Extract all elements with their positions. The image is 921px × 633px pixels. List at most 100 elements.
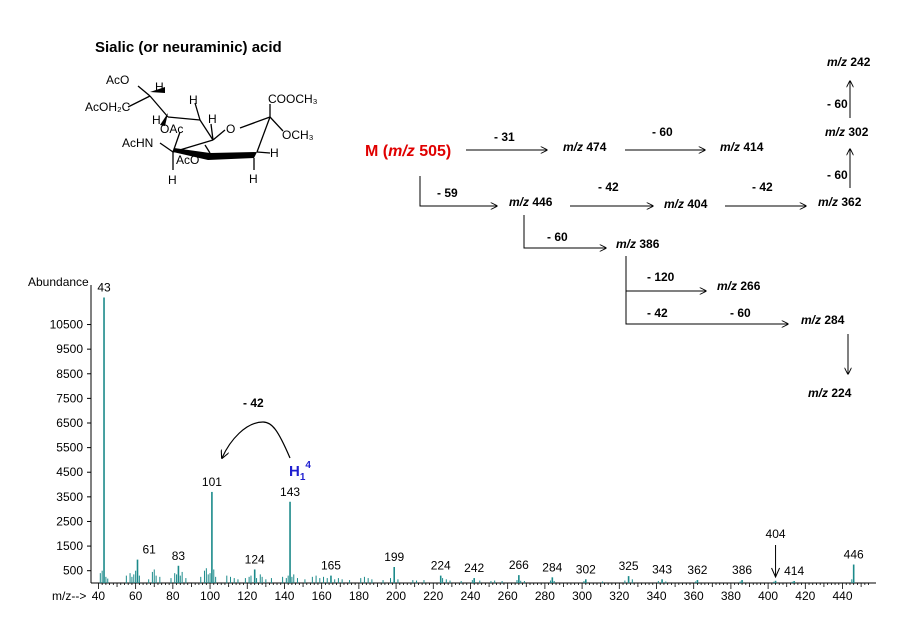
fragment-ion: m/z 266 — [717, 279, 761, 293]
h-bond — [194, 102, 201, 121]
structure-label: OAc — [160, 122, 183, 136]
y-tick-label: 1500 — [56, 539, 83, 553]
y-tick-label: 3500 — [56, 490, 83, 504]
peak-label: 83 — [172, 549, 186, 563]
bar-series — [99, 297, 855, 583]
fragment-ion: m/z 386 — [616, 237, 660, 251]
h-bond — [256, 151, 271, 154]
peak-label: 386 — [732, 563, 752, 577]
side-chain-bond — [137, 85, 151, 97]
fragment-ion: m/z 224 — [808, 386, 852, 400]
peak-label: 224 — [431, 559, 451, 573]
side-chain-bond — [167, 116, 201, 121]
y-axis-label: Abundance — [28, 275, 89, 289]
neutral-loss: - 60 — [730, 306, 751, 320]
y-tick-label: 5500 — [56, 441, 83, 455]
x-tick-label: 80 — [166, 589, 180, 603]
fragment-ion: m/z 474 — [563, 140, 607, 154]
tick-labels: 500 1500 2500 3500 4500 5500 6500 7500 8500 9500 1… — [50, 318, 869, 603]
x-tick-label: 360 — [684, 589, 704, 603]
peak-404-marker — [771, 545, 781, 579]
fragment-ion: m/z 284 — [801, 313, 845, 327]
neutral-loss: - 42 — [647, 306, 668, 320]
structure-label: H — [249, 172, 258, 186]
peak-label: 325 — [619, 559, 639, 573]
loss-annotation: - 42 H14 — [222, 396, 311, 483]
neutral-loss: - 31 — [494, 130, 515, 144]
nh-bond — [159, 142, 174, 153]
y-tick-label: 6500 — [56, 416, 83, 430]
x-tick-label: 40 — [92, 589, 106, 603]
x-tick-label: 320 — [609, 589, 629, 603]
wedge-bond — [160, 113, 168, 126]
neutral-loss: - 60 — [827, 97, 848, 111]
fragment-ion: m/z 242 — [827, 55, 871, 69]
x-tick-label: 140 — [274, 589, 294, 603]
structure-label: H — [208, 112, 217, 126]
y-tick-label: 9500 — [56, 342, 83, 356]
peak-label: 266 — [509, 558, 529, 572]
parent-ion: M (m/z 505) — [365, 143, 451, 160]
x-tick-label: 440 — [833, 589, 853, 603]
x-tick-label: 300 — [572, 589, 592, 603]
x-tick-label: 340 — [646, 589, 666, 603]
y-tick-label: 8500 — [56, 367, 83, 381]
peak-label: 343 — [652, 562, 672, 576]
structure-label: H — [168, 173, 177, 187]
y-tick-label: 7500 — [56, 391, 83, 405]
structure-label: AcHN — [122, 136, 153, 150]
y-tick-label: 500 — [63, 564, 83, 578]
fragment-ion: m/z 446 — [509, 195, 553, 209]
neutral-loss: - 60 — [652, 125, 673, 139]
arrow — [523, 215, 606, 248]
oac-bond — [172, 131, 181, 153]
ring-bond — [199, 119, 214, 141]
axes — [90, 285, 876, 584]
x-tick-label: 120 — [237, 589, 257, 603]
neutral-loss: - 59 — [437, 186, 458, 200]
peak-label: 404 — [766, 527, 786, 541]
fragmentation-scheme: M (m/z 505) m/z 474 m/z 414 m/z 446 m/z … — [365, 55, 871, 400]
peak-label: 165 — [321, 559, 341, 573]
neutral-loss: - 60 — [547, 230, 568, 244]
structure-label: AcO — [106, 73, 129, 87]
structure-label: O — [226, 122, 235, 136]
peak-label: 302 — [576, 562, 596, 576]
peak-label: 446 — [844, 548, 864, 562]
curved-arrow — [222, 421, 291, 458]
x-tick-label: 400 — [758, 589, 778, 603]
aco-bond — [204, 144, 211, 154]
h-bond — [210, 123, 214, 141]
x-tick-label: 100 — [200, 589, 220, 603]
figure-title: Sialic (or neuraminic) acid — [95, 39, 282, 56]
x-tick-label: 160 — [312, 589, 332, 603]
sialic-acid-structure — [127, 85, 284, 170]
x-tick-label: 220 — [423, 589, 443, 603]
y-tick-label: 2500 — [56, 514, 83, 528]
structure-label: AcOH₂C — [85, 100, 131, 114]
x-tick-label: 180 — [349, 589, 369, 603]
peak-label: 242 — [464, 561, 484, 575]
wedge-bond — [150, 87, 165, 93]
peak-label: 199 — [384, 550, 404, 564]
structure-label: AcO — [176, 153, 199, 167]
peak-label: 414 — [784, 564, 804, 578]
structure-label: COOCH₃ — [268, 92, 318, 106]
peak-labels: 43 101 143 61 83 124 165 199 224 242 266 284 302 325 3… — [97, 280, 864, 578]
side-chain-bond — [127, 95, 151, 108]
structure-labels: AcO H AcOH₂C H H COOCH₃ H OAc O OCH₃ AcH… — [85, 73, 318, 187]
neutral-loss: - 42 — [598, 180, 619, 194]
peak-label: 101 — [202, 475, 222, 489]
x-tick-label: 240 — [460, 589, 480, 603]
x-tick-label: 260 — [498, 589, 518, 603]
peak-label: 143 — [280, 485, 300, 499]
mass-spectrum: Abundance m/z--> 43 101 143 61 83 124 165 199 22… — [28, 275, 876, 603]
x-tick-label: 200 — [386, 589, 406, 603]
structure-label: H — [270, 146, 279, 160]
x-tick-label: 420 — [795, 589, 815, 603]
wedge-bond — [173, 148, 257, 160]
ring-bond — [239, 116, 271, 129]
x-tick-label: 380 — [721, 589, 741, 603]
marker-arrowhead — [771, 567, 781, 579]
loss-label: - 42 — [243, 396, 264, 410]
